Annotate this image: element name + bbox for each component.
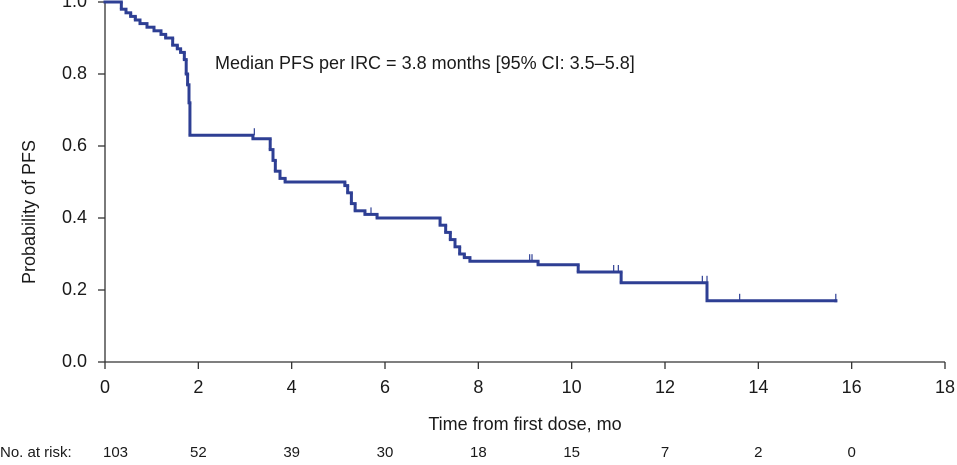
x-tick-label: 16 <box>842 377 862 397</box>
risk-count: 2 <box>754 444 762 461</box>
risk-count: 39 <box>283 444 300 461</box>
x-tick-label: 0 <box>100 377 110 397</box>
x-tick-label: 10 <box>562 377 582 397</box>
x-tick-label: 14 <box>748 377 768 397</box>
risk-count: 103 <box>103 444 128 461</box>
y-tick-label: 0.6 <box>62 135 87 155</box>
x-axis-label: Time from first dose, mo <box>428 414 621 434</box>
x-tick-label: 18 <box>935 377 955 397</box>
risk-count: 0 <box>847 444 855 461</box>
y-tick-label: 0.8 <box>62 63 87 83</box>
risk-count: 15 <box>563 444 580 461</box>
x-tick-label: 6 <box>380 377 390 397</box>
x-tick-label: 2 <box>193 377 203 397</box>
risk-count: 18 <box>470 444 487 461</box>
y-tick-label: 0.0 <box>62 351 87 371</box>
y-tick-label: 0.2 <box>62 279 87 299</box>
risk-count: 52 <box>190 444 207 461</box>
annotation: Median PFS per IRC = 3.8 months [95% CI:… <box>215 53 635 73</box>
x-tick-label: 12 <box>655 377 675 397</box>
y-tick-label: 0.4 <box>62 207 87 227</box>
y-tick-label: 1.0 <box>62 0 87 11</box>
x-tick-label: 8 <box>473 377 483 397</box>
risk-label: No. at risk: <box>0 444 72 461</box>
x-tick-label: 4 <box>287 377 297 397</box>
risk-count: 7 <box>661 444 669 461</box>
y-axis-label: Probability of PFS <box>19 140 39 284</box>
risk-count: 30 <box>377 444 394 461</box>
